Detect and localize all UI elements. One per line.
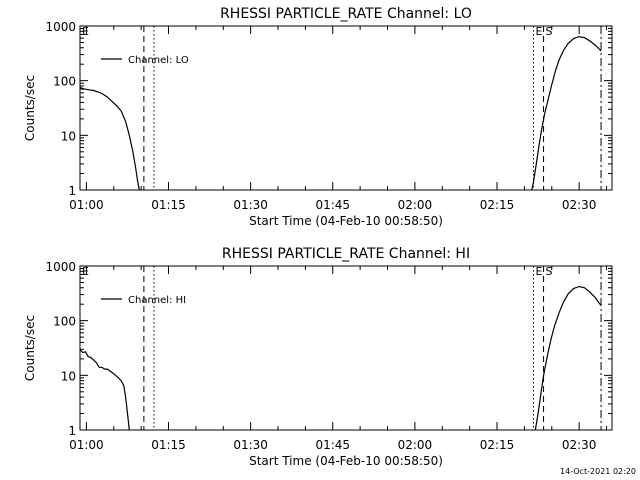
series-line [531, 35, 602, 191]
event-marker-label: E [82, 265, 89, 278]
legend-label: Channel: HI [128, 295, 186, 306]
y-axis-label: Counts/sec [23, 315, 37, 381]
event-marker-label: S [546, 265, 553, 278]
x-axis-label: Start Time (04-Feb-10 00:58:50) [249, 214, 443, 228]
y-tick-label: 1000 [45, 20, 76, 34]
y-tick-label: 1000 [45, 260, 76, 274]
event-marker-label: E [536, 25, 543, 38]
plot-frame [79, 25, 613, 191]
legend-label: Channel: LO [128, 55, 189, 66]
chart-title: RHESSI PARTICLE_RATE Channel: LO [220, 6, 472, 22]
panel-channel-lo: RHESSI PARTICLE_RATE Channel: LO Counts/s… [23, 6, 613, 228]
y-tick-label: 100 [53, 315, 76, 329]
x-tick-label: 02:15 [480, 198, 515, 212]
event-marker-label: S [546, 25, 553, 38]
x-tick-label: 01:45 [315, 198, 350, 212]
x-tick-label: 01:00 [69, 198, 104, 212]
series-line [534, 285, 602, 431]
y-tick-label: 10 [61, 129, 76, 143]
y-tick-label: 10 [61, 369, 76, 383]
x-tick-label: 02:00 [398, 438, 433, 452]
x-tick-label: 01:00 [69, 438, 104, 452]
panel-channel-hi: RHESSI PARTICLE_RATE Channel: HI Counts/s… [23, 246, 613, 468]
x-tick-label: 02:30 [562, 438, 597, 452]
x-tick-label: 01:15 [151, 198, 186, 212]
x-tick-label: 02:15 [480, 438, 515, 452]
y-tick-label: 100 [53, 75, 76, 89]
y-tick-label: 1 [68, 184, 76, 198]
y-tick-label: 1 [68, 424, 76, 438]
plot-frame [79, 265, 613, 431]
x-tick-label: 01:15 [151, 438, 186, 452]
x-tick-label: 01:30 [233, 198, 268, 212]
footer-timestamp: 14-Oct-2021 02:20 [560, 467, 636, 476]
event-marker-label: E [536, 265, 543, 278]
x-axis-label: Start Time (04-Feb-10 00:58:50) [249, 454, 443, 468]
chart-title: RHESSI PARTICLE_RATE Channel: HI [222, 246, 470, 262]
series-line [79, 86, 140, 191]
x-tick-label: 02:00 [398, 198, 433, 212]
x-tick-label: 02:30 [562, 198, 597, 212]
x-tick-label: 01:45 [315, 438, 350, 452]
y-axis-label: Counts/sec [23, 75, 37, 141]
x-tick-label: 01:30 [233, 438, 268, 452]
event-marker-label: E [82, 25, 89, 38]
series-line [79, 348, 130, 431]
